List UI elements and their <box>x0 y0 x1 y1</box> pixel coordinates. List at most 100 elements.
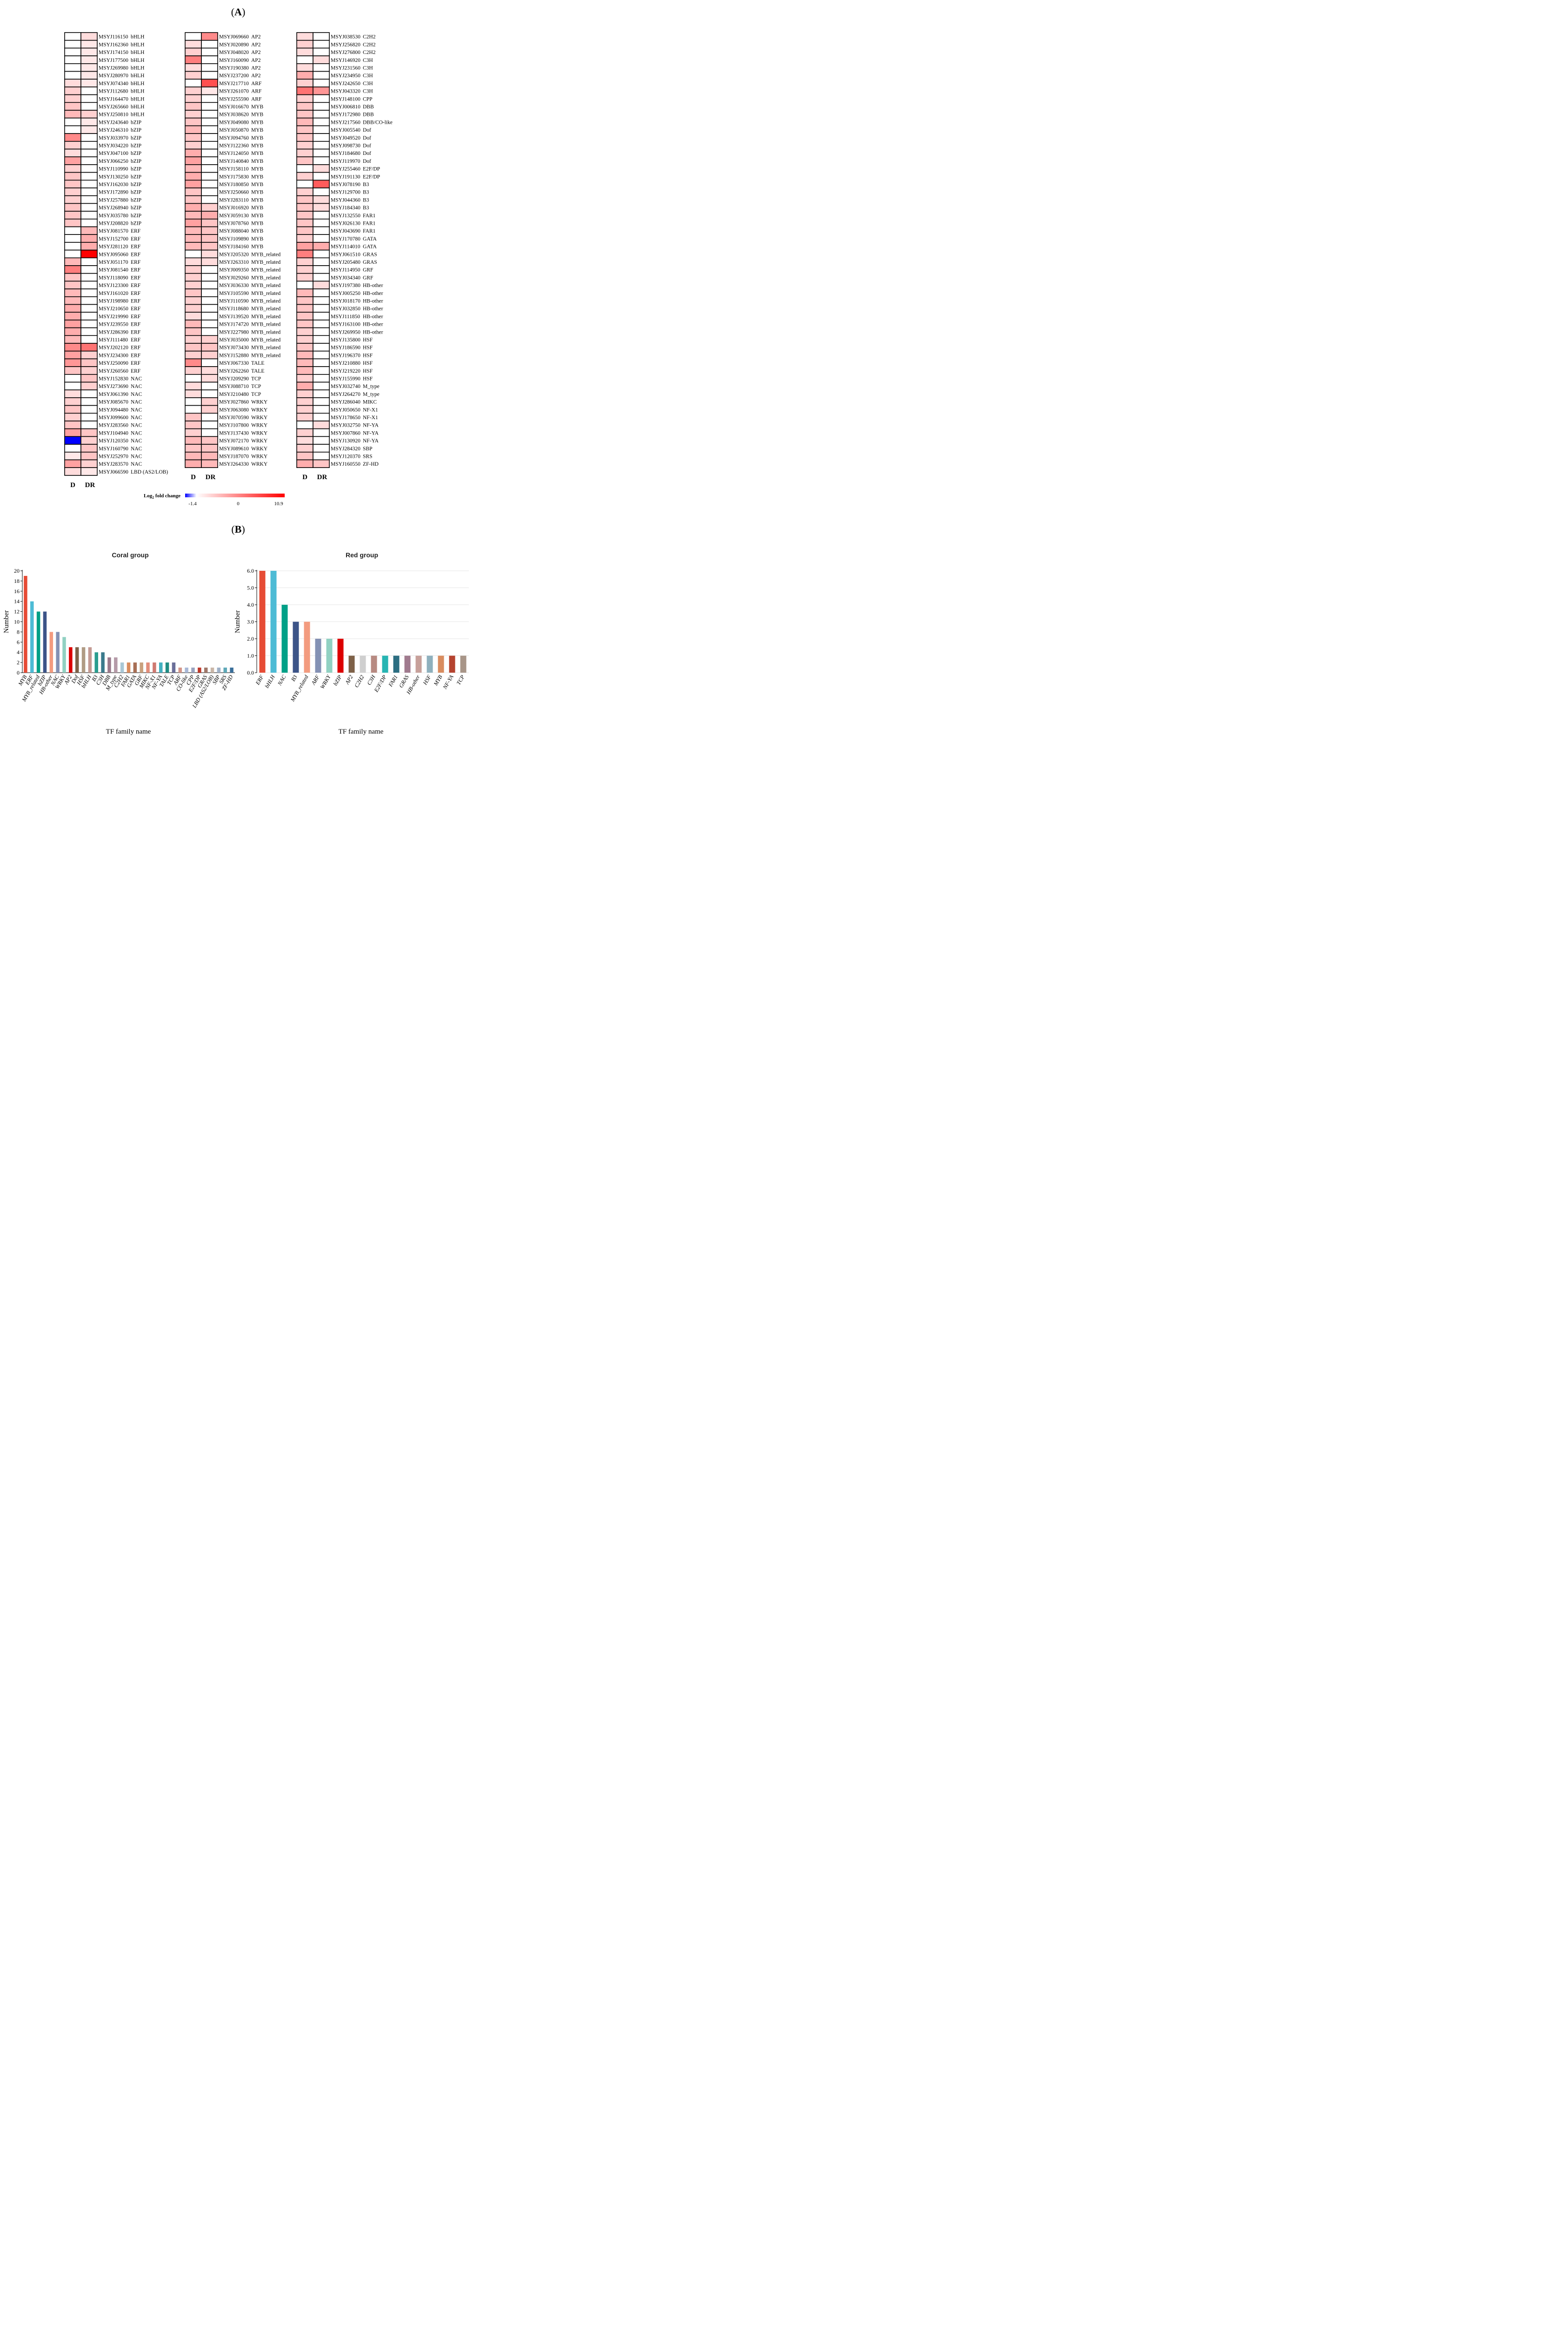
gene-label: MSYJ197380 <box>331 283 360 288</box>
bar-GATA <box>133 662 137 673</box>
heatmap-cell-MSYJ029260-D <box>185 273 202 282</box>
gene-label: MSYJ049080 <box>219 120 249 125</box>
heatmap-cell-MSYJ016920-DR <box>201 203 218 212</box>
family-label: C3H <box>363 73 373 79</box>
heatmap-cell-MSYJ196370-DR <box>313 350 330 360</box>
family-label: ERF <box>131 228 140 234</box>
family-label: C3H <box>363 58 373 63</box>
gene-label: MSYJ007860 <box>331 430 360 436</box>
family-label: NAC <box>131 446 142 452</box>
gene-label: MSYJ074340 <box>99 81 128 87</box>
heatmap-cell-MSYJ261070-D <box>185 87 202 95</box>
column-label-d: D <box>302 474 307 481</box>
heatmap-cell-MSYJ187070-DR <box>201 451 218 461</box>
heatmap-cell-MSYJ130250-DR <box>80 172 98 181</box>
family-label: DBB <box>363 112 374 118</box>
family-label: GRF <box>363 267 373 273</box>
heatmap-cell-MSYJ043690-D <box>296 226 314 235</box>
heatmap-cell-MSYJ009350-D <box>185 265 202 274</box>
gene-label: MSYJ152830 <box>99 376 128 382</box>
heatmap-cell-MSYJ163100-DR <box>313 320 330 328</box>
heatmap-cell-MSYJ191130-D <box>296 172 314 181</box>
heatmap-cell-MSYJ269950-D <box>296 327 314 336</box>
heatmap-cell-MSYJ205320-D <box>185 249 202 259</box>
gene-label: MSYJ120350 <box>99 438 128 444</box>
gene-label: MSYJ152700 <box>99 236 128 242</box>
heatmap-cell-MSYJ027860-D <box>185 397 202 406</box>
x-tick-label: B3 <box>290 674 299 683</box>
gene-label: MSYJ210650 <box>99 306 128 312</box>
x-tick-label: MYB <box>432 674 444 687</box>
heatmap-cell-MSYJ016670-DR <box>201 102 218 111</box>
gene-label: MSYJ276800 <box>331 50 360 55</box>
heatmap-cell-MSYJ190380-DR <box>201 63 218 72</box>
heatmap-cell-MSYJ152700-D <box>64 234 81 243</box>
family-label: TALE <box>251 368 264 374</box>
heatmap-cell-MSYJ283560-D <box>64 421 81 429</box>
heatmap-cell-MSYJ160090-D <box>185 55 202 64</box>
heatmap-cell-MSYJ110590-D <box>185 296 202 305</box>
heatmap-cell-MSYJ158110-DR <box>201 164 218 173</box>
family-label: HB-other <box>363 283 383 288</box>
heatmap-cell-MSYJ005540-DR <box>313 125 330 134</box>
heatmap-cell-MSYJ132550-D <box>296 211 314 220</box>
family-label: WRKY <box>251 454 268 460</box>
bar-HB-other <box>49 632 53 673</box>
family-label: Dof <box>363 151 371 156</box>
bar-NF-YA <box>449 655 455 673</box>
gene-label: MSYJ085670 <box>99 400 128 405</box>
family-label: HSF <box>363 353 373 358</box>
heatmap-cell-MSYJ262260-DR <box>201 366 218 375</box>
gene-label: MSYJ032750 <box>331 423 360 428</box>
family-label: CPP <box>363 96 372 102</box>
x-tick-label: C3H <box>366 673 377 686</box>
bar-chart-panel: Coral group02468101214161820MYBERFMYB_re… <box>3 551 469 735</box>
gene-label: MSYJ120370 <box>331 454 360 460</box>
heatmap-cell-MSYJ036330-DR <box>201 281 218 289</box>
heatmap-cell-MSYJ242650-D <box>296 79 314 87</box>
gene-label: MSYJ034220 <box>99 143 128 149</box>
heatmap-cell-MSYJ035000-D <box>185 335 202 344</box>
heatmap-cell-MSYJ088040-DR <box>201 226 218 235</box>
gene-label: MSYJ175830 <box>219 174 249 180</box>
heatmap-cell-MSYJ268940-D <box>64 203 81 212</box>
heatmap-cell-MSYJ081570-DR <box>80 226 98 235</box>
gene-label: MSYJ163100 <box>331 322 360 328</box>
bar-C3H <box>371 655 377 673</box>
heatmap-cell-MSYJ123300-DR <box>80 281 98 289</box>
bar-NAC <box>281 605 288 673</box>
gene-label: MSYJ018170 <box>331 299 360 304</box>
gene-label: MSYJ118090 <box>99 275 128 281</box>
family-label: GRAS <box>363 260 377 265</box>
heatmap-cell-MSYJ160790-D <box>64 444 81 453</box>
family-label: MYB_related <box>251 345 280 351</box>
gene-label: MSYJ184160 <box>219 244 249 250</box>
x-tick-label: C2H2 <box>353 674 365 689</box>
heatmap-cell-MSYJ178650-D <box>296 413 314 421</box>
family-label: MYB_related <box>251 306 280 312</box>
heatmap-cell-MSYJ205320-DR <box>201 249 218 259</box>
heatmap-cell-MSYJ066250-DR <box>80 156 98 165</box>
heatmap-cell-MSYJ120350-D <box>64 436 81 445</box>
bar-DBB <box>107 657 111 673</box>
heatmap-cell-MSYJ255460-D <box>296 164 314 173</box>
heatmap-cell-MSYJ081570-D <box>64 226 81 235</box>
family-label: bHLH <box>131 73 144 79</box>
bar-GRAS <box>204 668 208 673</box>
gene-label: MSYJ160790 <box>99 446 128 452</box>
legend-mid-label: 0 <box>237 501 240 507</box>
family-label: ERF <box>131 353 140 358</box>
bar-C2H2 <box>120 662 124 673</box>
heatmap-cell-MSYJ210480-D <box>185 389 202 398</box>
heatmap-cell-MSYJ237200-D <box>185 71 202 80</box>
family-label: bZIP <box>131 213 141 219</box>
heatmap-cell-MSYJ264330-DR <box>201 459 218 468</box>
family-label: Dof <box>363 159 371 164</box>
family-label: MYB <box>251 213 264 219</box>
chart-title: Coral group <box>112 551 148 559</box>
heatmap-cell-MSYJ051170-DR <box>80 257 98 266</box>
gene-label: MSYJ217710 <box>219 81 249 87</box>
heatmap-cell-MSYJ094480-DR <box>80 405 98 414</box>
heatmap-cell-MSYJ264270-DR <box>313 389 330 398</box>
bar-HB-other <box>415 655 422 673</box>
